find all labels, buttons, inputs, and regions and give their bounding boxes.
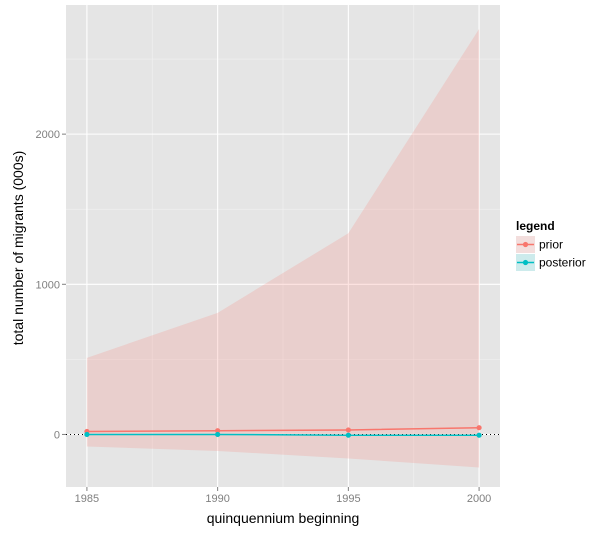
legend-item-prior: prior [516,236,563,253]
y-axis-title: total number of migrants (000s) [10,151,26,346]
prior-point [215,428,221,434]
posterior-line [86,433,480,436]
series-points [84,425,482,438]
posterior-point [345,432,351,438]
y-axis-ticks: 0 1000 2000 [36,129,66,441]
x-axis-ticks: 1985 1990 1995 2000 [75,487,491,505]
y-tick-label: 0 [54,429,60,441]
y-tick-label: 1000 [36,279,60,291]
legend-item-posterior: posterior [516,254,586,271]
legend-label-prior: prior [539,238,563,252]
x-axis-title: quinquennium beginning [207,510,360,526]
x-tick-label: 1990 [205,493,229,505]
posterior-point [84,431,90,438]
prior-point [345,427,351,433]
y-tick-label: 2000 [36,129,60,141]
prior-band [86,29,480,468]
legend-title: legend [516,219,555,233]
x-tick-label: 2000 [467,493,491,505]
legend-key-point [522,241,529,248]
prior-line [86,426,480,433]
posterior-point [476,432,482,438]
legend: legend prior posterior [516,219,586,271]
prior-point [476,425,482,431]
series-lines [86,426,480,436]
legend-key-point [522,259,529,266]
legend-label-posterior: posterior [539,256,586,270]
x-tick-label: 1995 [336,493,360,505]
minor-gridlines [66,5,500,487]
posterior-point [215,431,221,438]
x-tick-label: 1985 [75,493,99,505]
